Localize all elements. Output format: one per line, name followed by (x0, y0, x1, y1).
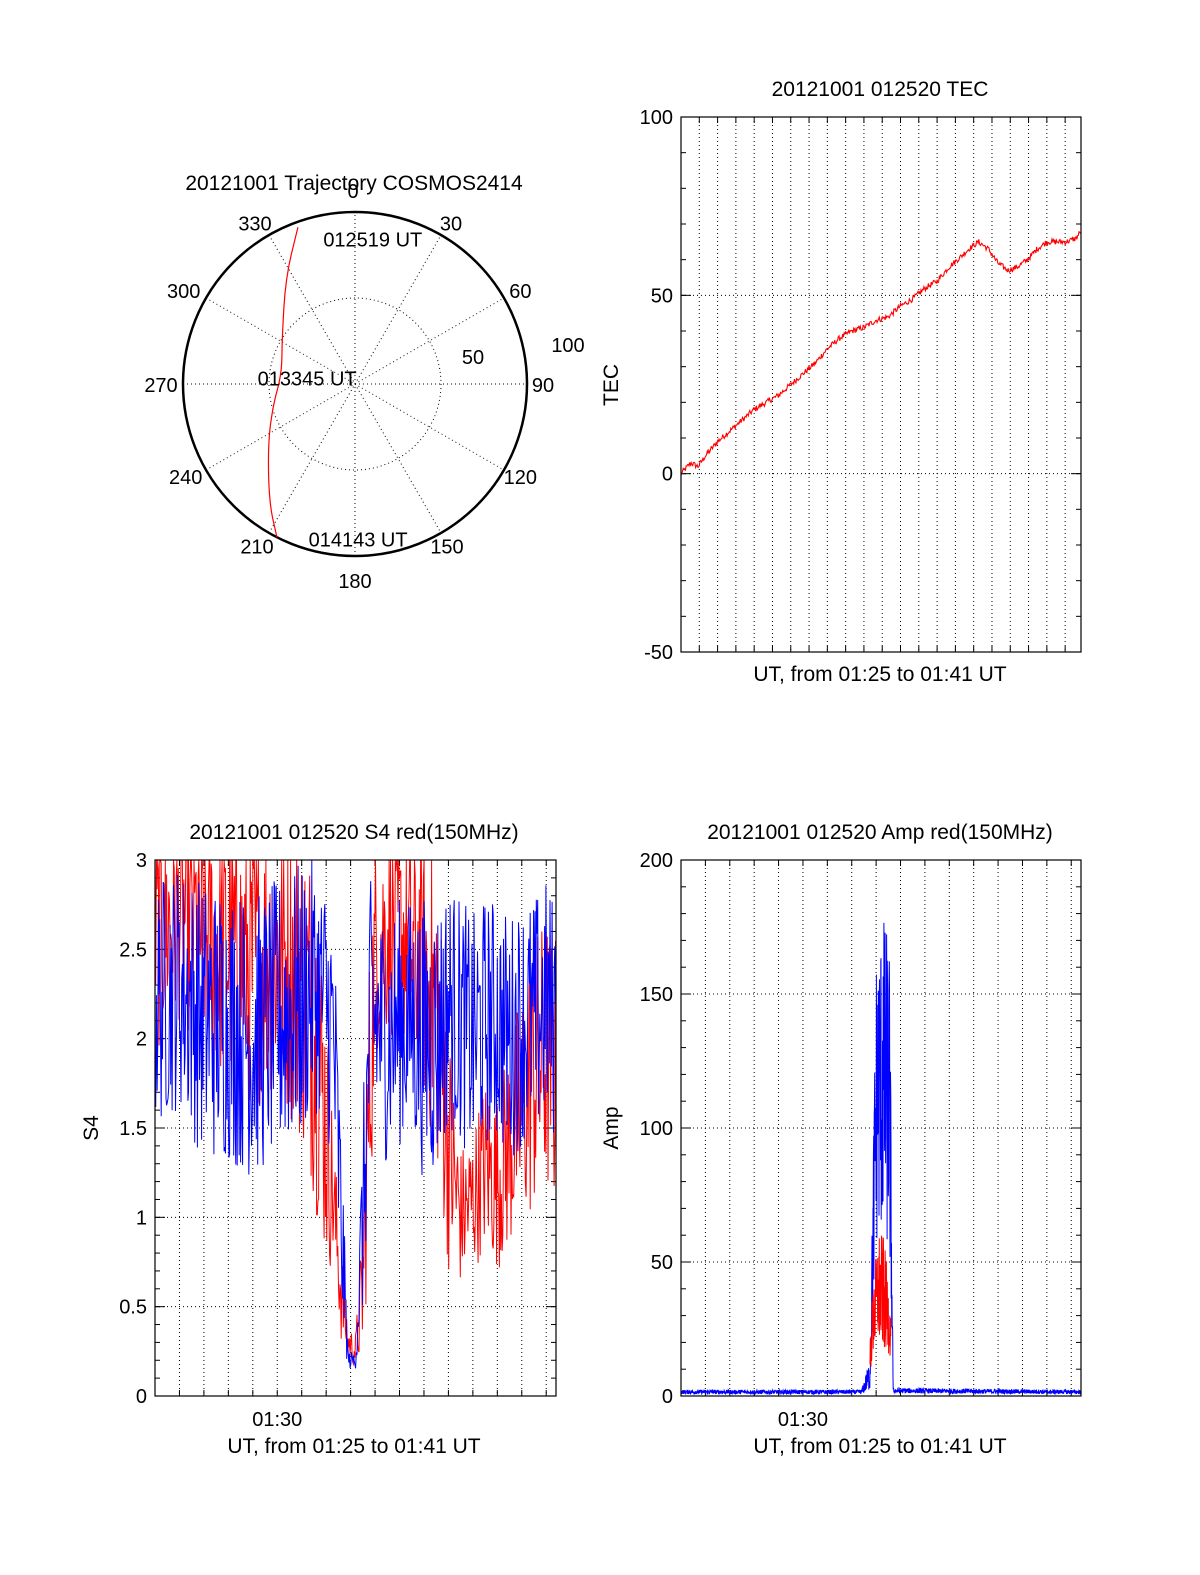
polar-spoke-150 (268, 234, 442, 534)
tec-ylabel: TEC (600, 364, 623, 406)
polar-radius-label-50: 50 (462, 347, 484, 369)
amp-title: 20121001 012520 Amp red(150MHz) (707, 821, 1053, 844)
amp-plot-frame (680, 859, 1082, 1397)
amp-chart: 20121001 012520 Amp red(150MHz) 0 50 100 15… (600, 821, 1082, 1458)
polar-angle-label-240: 240 (169, 467, 202, 489)
polar-angle-label-210: 210 (240, 536, 273, 558)
polar-angle-label-30: 30 (440, 214, 462, 236)
polar-angle-label-300: 300 (167, 281, 200, 303)
ytick-label-1.5: 1.5 (119, 1118, 147, 1140)
ytick-label-0: 0 (662, 464, 673, 486)
s4-line-red (154, 859, 556, 1366)
polar-angle-label-150: 150 (430, 536, 463, 558)
s4-series (154, 859, 556, 1369)
s4-chart: 20121001 012520 S4 red(150MHz) 0 0.5 1 1.5 2… (80, 821, 557, 1458)
polar-angle-label-330: 330 (238, 214, 271, 236)
polar-angle-label-120: 120 (504, 467, 537, 489)
polar-angle-label-270: 270 (144, 375, 177, 397)
polar-angle-label-180: 180 (338, 571, 371, 593)
polar-angle-labels: 0 30 60 90 120 150 180 210 240 270 300 330 (144, 181, 554, 593)
amp-series (680, 922, 1082, 1396)
amp-line-red (869, 1235, 892, 1367)
xtick-label-01:30: 01:30 (252, 1409, 302, 1431)
amp-xlabel: UT, from 01:25 to 01:41 UT (753, 1435, 1006, 1458)
ytick-label-200: 200 (640, 850, 673, 872)
trajectory-annotation-start: 012519 UT (323, 229, 422, 251)
ytick-label-0.5: 0.5 (119, 1297, 147, 1319)
s4-xlabel: UT, from 01:25 to 01:41 UT (227, 1435, 480, 1458)
tec-plot-frame (680, 116, 1082, 653)
trajectory-title: 20121001 Trajectory COSMOS2414 (185, 172, 523, 195)
s4-plot-frame (154, 859, 557, 1397)
amp-ticks: 0 50 100 150 200 01:30 (640, 850, 1081, 1431)
polar-outer-ring (181, 210, 529, 558)
polar-angle-label-0: 0 (347, 181, 358, 203)
amp-line-blue (680, 922, 1082, 1396)
ytick-label-50: 50 (651, 285, 673, 307)
tec-line-red (680, 230, 1081, 476)
ytick-label-100: 100 (640, 1118, 673, 1140)
trajectory-series-red (267, 227, 299, 538)
tec-title: 20121001 012520 TEC (772, 78, 989, 101)
tec-chart: 20121001 012520 TEC -50 0 50 100 UT, from 0… (600, 78, 1082, 686)
tec-ticks: -50 0 50 100 (640, 107, 1081, 664)
xtick-label-01:30: 01:30 (778, 1409, 828, 1431)
ytick-label-50: 50 (651, 1252, 673, 1274)
trajectory-annotation-mid: 013345 UT (258, 368, 357, 390)
amp-ylabel: Amp (600, 1106, 623, 1149)
tec-series (680, 230, 1081, 476)
ytick-label-1: 1 (136, 1207, 147, 1229)
polar-radius-label-100: 100 (551, 335, 584, 357)
polar-angle-label-90: 90 (532, 375, 554, 397)
polar-ring-50 (268, 297, 442, 471)
s4-line-blue (154, 860, 556, 1369)
polar-grid (183, 212, 527, 556)
tec-grid (681, 117, 1081, 652)
s4-title: 20121001 012520 S4 red(150MHz) (189, 821, 518, 844)
ytick-label-2.5: 2.5 (119, 939, 147, 961)
ytick-label-3: 3 (136, 850, 147, 872)
tec-xlabel: UT, from 01:25 to 01:41 UT (753, 663, 1006, 686)
trajectory-polar-chart: 20121001 Trajectory COSMOS2414 0 30 60 90 12… (144, 172, 584, 593)
s4-ylabel: S4 (80, 1115, 103, 1141)
ytick-label-100: 100 (640, 107, 673, 129)
ytick-label-150: 150 (640, 984, 673, 1006)
ytick-label-0: 0 (136, 1386, 147, 1408)
polar-angle-label-60: 60 (509, 281, 531, 303)
trajectory-annotation-end: 014143 UT (309, 530, 408, 552)
ytick-label--50: -50 (644, 642, 673, 664)
ytick-label-0: 0 (662, 1386, 673, 1408)
s4-ticks: 0 0.5 1 1.5 2 2.5 3 01:30 (119, 850, 556, 1431)
ytick-label-2: 2 (136, 1029, 147, 1051)
